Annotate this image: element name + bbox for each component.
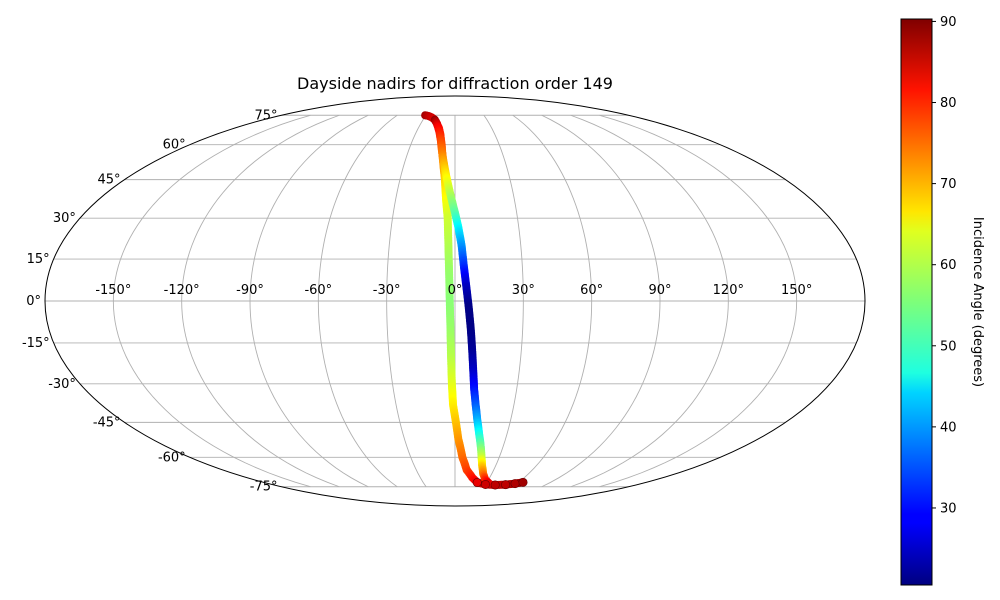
latitude-tick-labels: -75° -60° -45° -30° -15° 0° 15° 30° 45° 60° 75° bbox=[22, 108, 278, 494]
longitude-tick-label: -30° bbox=[373, 283, 401, 298]
latitude-tick-label: 30° bbox=[53, 211, 76, 226]
latitude-tick-label: 0° bbox=[26, 294, 41, 309]
latitude-tick-label: 15° bbox=[27, 252, 50, 267]
chart-title: Dayside nadirs for diffraction order 149 bbox=[297, 74, 613, 93]
map-border bbox=[44, 95, 866, 507]
latitude-tick-label: -30° bbox=[48, 377, 76, 392]
longitude-tick-label: 150° bbox=[781, 283, 812, 298]
data-points bbox=[421, 111, 528, 490]
longitude-tick-label: -90° bbox=[236, 283, 264, 298]
meridian-line bbox=[599, 114, 798, 488]
colorbar-ticks: 30 40 50 60 70 80 90 bbox=[932, 15, 957, 516]
latitude-tick-label: -45° bbox=[93, 415, 121, 430]
colorbar-tick-label: 40 bbox=[940, 420, 957, 435]
data-point bbox=[480, 479, 490, 489]
graticule bbox=[45, 114, 865, 488]
data-point bbox=[501, 480, 511, 490]
meridian-line bbox=[541, 114, 661, 488]
colorbar-tick-label: 60 bbox=[940, 258, 957, 273]
latitude-tick-label: 60° bbox=[163, 138, 186, 153]
colorbar bbox=[900, 18, 933, 586]
meridian-line bbox=[483, 115, 524, 487]
latitude-tick-label: -15° bbox=[22, 336, 50, 351]
longitude-tick-label: 30° bbox=[512, 283, 535, 298]
longitude-tick-label: 0° bbox=[448, 283, 463, 298]
colorbar-tick-label: 50 bbox=[940, 339, 957, 354]
meridian-line bbox=[386, 115, 427, 487]
meridian-line bbox=[112, 114, 311, 488]
latitude-tick-label: -75° bbox=[250, 480, 278, 495]
data-point bbox=[472, 478, 482, 488]
data-point bbox=[510, 479, 520, 489]
longitude-tick-label: 120° bbox=[713, 283, 744, 298]
meridian-line bbox=[181, 114, 340, 488]
longitude-tick-label: -120° bbox=[164, 283, 200, 298]
longitude-tick-labels: -150° -120° -90° -60° -30° 0° 30° 60° 90° 120° 150… bbox=[95, 283, 812, 298]
meridian-line bbox=[570, 114, 729, 488]
longitude-tick-label: 60° bbox=[580, 283, 603, 298]
meridian-line bbox=[249, 114, 369, 488]
data-point bbox=[490, 480, 500, 490]
data-point bbox=[518, 477, 528, 487]
colorbar-tick-label: 80 bbox=[940, 96, 957, 111]
latitude-tick-label: 45° bbox=[98, 173, 121, 188]
latitude-tick-label: -60° bbox=[158, 450, 186, 465]
meridian-line bbox=[512, 114, 593, 488]
meridian-line bbox=[317, 114, 398, 488]
latitude-tick-label: 75° bbox=[254, 108, 277, 123]
colorbar-tick-label: 90 bbox=[940, 15, 957, 30]
colorbar-tick-label: 70 bbox=[940, 177, 957, 192]
longitude-tick-label: -150° bbox=[95, 283, 131, 298]
colorbar-tick-label: 30 bbox=[940, 501, 957, 516]
colorbar-label: Incidence Angle (degrees) bbox=[970, 217, 985, 387]
longitude-tick-label: 90° bbox=[648, 283, 671, 298]
longitude-tick-label: -60° bbox=[304, 283, 332, 298]
